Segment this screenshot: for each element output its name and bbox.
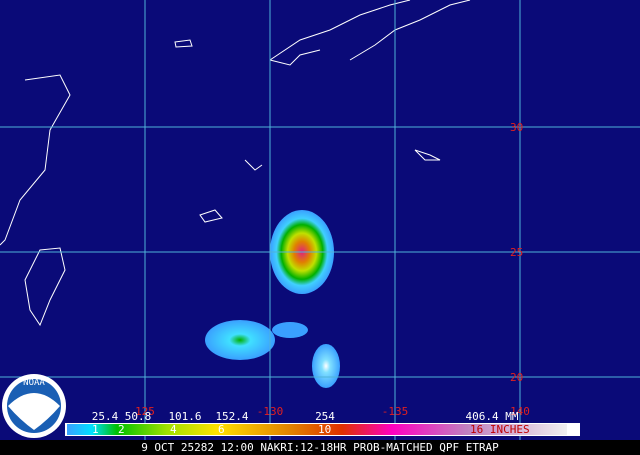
inch-label: 16 INCHES xyxy=(470,423,530,436)
rainfall xyxy=(205,210,340,388)
lat-label: 30 xyxy=(510,121,523,134)
lon-label: -135 xyxy=(382,405,409,418)
colorbar xyxy=(67,424,567,435)
inch-label: 4 xyxy=(170,423,177,436)
lon-labels: 125 -130 -135 140 xyxy=(135,405,530,418)
lon-label: -130 xyxy=(257,405,284,418)
inch-label: 10 xyxy=(318,423,331,436)
lat-label: 25 xyxy=(510,246,523,259)
logo-text: NOAA xyxy=(23,378,45,388)
caption: 9 OCT 25282 12:00 NAKRI:12-18HR PROB-MAT… xyxy=(141,441,499,454)
coastlines xyxy=(0,0,471,327)
lat-labels: 30 25 20 xyxy=(510,121,523,384)
grid xyxy=(0,0,640,440)
inch-label: 2 xyxy=(118,423,125,436)
lat-label: 20 xyxy=(510,371,523,384)
mm-label: 25.4 xyxy=(92,410,119,423)
mm-label: 50.8 xyxy=(125,410,152,423)
inch-labels: 1 2 4 6 10 16 INCHES xyxy=(92,423,530,436)
mm-label: 254 xyxy=(315,410,335,423)
mm-label: 152.4 xyxy=(215,410,248,423)
inch-label: 6 xyxy=(218,423,225,436)
lon-label: 140 xyxy=(510,405,530,418)
mm-labels: 25.4 50.8 101.6 152.4 254 406.4 MM xyxy=(92,410,519,423)
lon-label: 125 xyxy=(135,405,155,418)
logo: NOAA xyxy=(2,374,66,438)
inch-label: 1 xyxy=(92,423,99,436)
mm-label: 406.4 MM xyxy=(466,410,519,423)
mm-label: 101.6 xyxy=(168,410,201,423)
